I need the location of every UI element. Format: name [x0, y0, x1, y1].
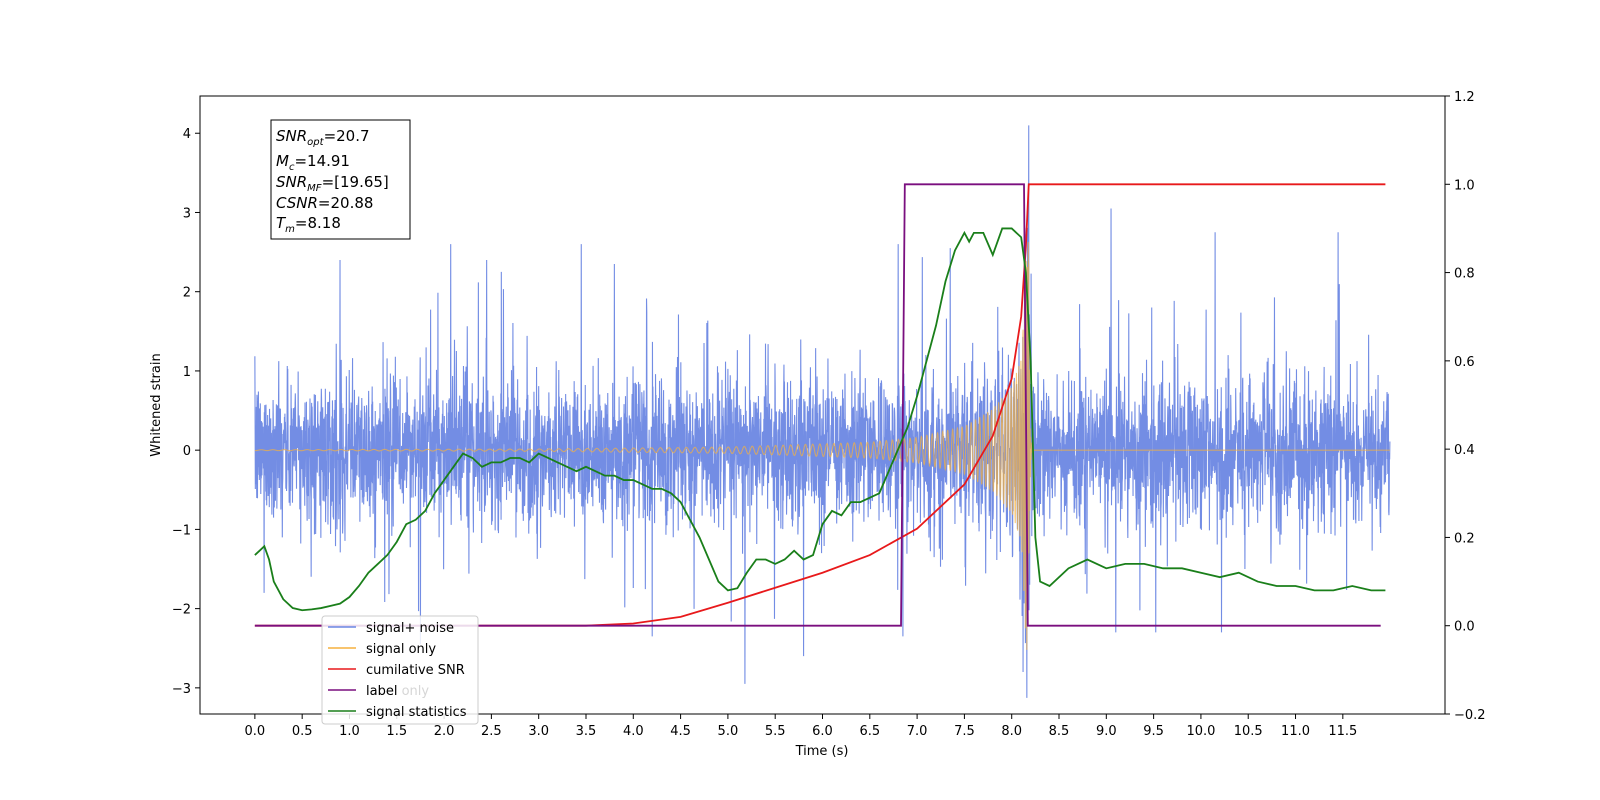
x-tick-label: 9.0	[1096, 724, 1117, 739]
x-axis-label: Time (s)	[795, 744, 849, 759]
x-tick-label: 8.5	[1049, 724, 1070, 739]
x-tick-label: 3.0	[528, 724, 549, 739]
x-tick-label: 6.0	[812, 724, 833, 739]
x-tick-label: 0.0	[245, 724, 266, 739]
x-tick-label: 0.5	[292, 724, 313, 739]
plot-area	[254, 125, 1391, 698]
y2-tick-label: 0.2	[1454, 531, 1475, 546]
annotation-frame	[270, 119, 411, 240]
x-tick-label: 1.5	[386, 724, 407, 739]
x-tick-label: 1.0	[339, 724, 360, 739]
x-tick-label: 3.5	[576, 724, 597, 739]
x-tick-label: 10.0	[1186, 724, 1215, 739]
x-tick-label: 7.0	[907, 724, 928, 739]
legend: signal+ noise signal only cumilative SNR…	[321, 615, 479, 725]
x-tick-label: 5.5	[765, 724, 786, 739]
y-tick-label: 0	[183, 444, 191, 459]
y-axis-right: −0.2 0.0 0.2 0.4 0.6 0.8 1.0 1.2	[1445, 90, 1486, 723]
series-line-signal-only	[254, 242, 1390, 650]
legend-label-cumulative-snr: cumilative SNR	[366, 663, 465, 678]
y2-tick-label: 1.2	[1454, 90, 1475, 105]
x-tick-label: 2.0	[434, 724, 455, 739]
legend-frame	[321, 615, 479, 725]
x-tick-label: 11.0	[1281, 724, 1310, 739]
x-tick-label: 9.5	[1143, 724, 1164, 739]
legend-label-signal-only: signal only	[366, 642, 436, 657]
y-tick-label: 3	[183, 206, 191, 221]
x-tick-label: 4.0	[623, 724, 644, 739]
y-axis-left: −3 −2 −1 0 1 2 3 4	[172, 127, 200, 697]
series-line-cumulative-snr	[254, 183, 1386, 627]
y-tick-label: 1	[183, 365, 191, 380]
y-tick-label: −3	[172, 682, 191, 697]
annotation-line-csnr: CSNR=20.88	[276, 194, 373, 212]
annotation-line-mc: Mc=14.91	[276, 152, 350, 173]
x-tick-label: 11.5	[1328, 724, 1357, 739]
y2-tick-label: −0.2	[1454, 708, 1486, 723]
legend-label-signal-statistics: signal statistics	[366, 705, 467, 720]
y-tick-label: −1	[172, 523, 191, 538]
x-tick-label: 7.5	[954, 724, 975, 739]
x-tick-label: 2.5	[481, 724, 502, 739]
y-tick-label: 2	[183, 286, 191, 301]
x-axis: 0.0 0.5 1.0 1.5 2.0 2.5 3.0 3.5 4.0 4.5 5.0 5.5 6.0 6…	[245, 714, 1357, 739]
x-tick-label: 6.5	[859, 724, 880, 739]
annotation-line-snr-mf: SNRMF=[19.65]	[276, 173, 389, 194]
series-line-signal-statistics	[254, 227, 1386, 612]
y2-tick-label: 0.8	[1454, 267, 1475, 282]
legend-label-signal-noise: signal+ noise	[366, 621, 454, 636]
y-axis-label: Whitened strain	[149, 353, 164, 456]
legend-label-label: label	[366, 684, 397, 699]
y2-tick-label: 0.4	[1454, 443, 1475, 458]
x-tick-label: 8.0	[1001, 724, 1022, 739]
x-tick-label: 10.5	[1234, 724, 1263, 739]
legend-label-label-only-hidden: label only	[366, 684, 429, 699]
y2-tick-label: 0.0	[1454, 620, 1475, 635]
x-tick-label: 5.0	[718, 724, 739, 739]
y2-tick-label: 0.6	[1454, 355, 1475, 370]
series-line-label	[254, 183, 1381, 627]
y-tick-label: 4	[183, 127, 191, 142]
y-tick-label: −2	[172, 603, 191, 618]
annotation-box: SNRopt=20.7 Mc=14.91 SNRMF=[19.65] CSNR=…	[270, 119, 411, 240]
annotation-line-snr-opt: SNRopt=20.7	[276, 127, 370, 148]
y2-tick-label: 1.0	[1454, 178, 1475, 193]
x-tick-label: 4.5	[670, 724, 691, 739]
annotation-line-tm: Tm=8.18	[276, 214, 341, 235]
